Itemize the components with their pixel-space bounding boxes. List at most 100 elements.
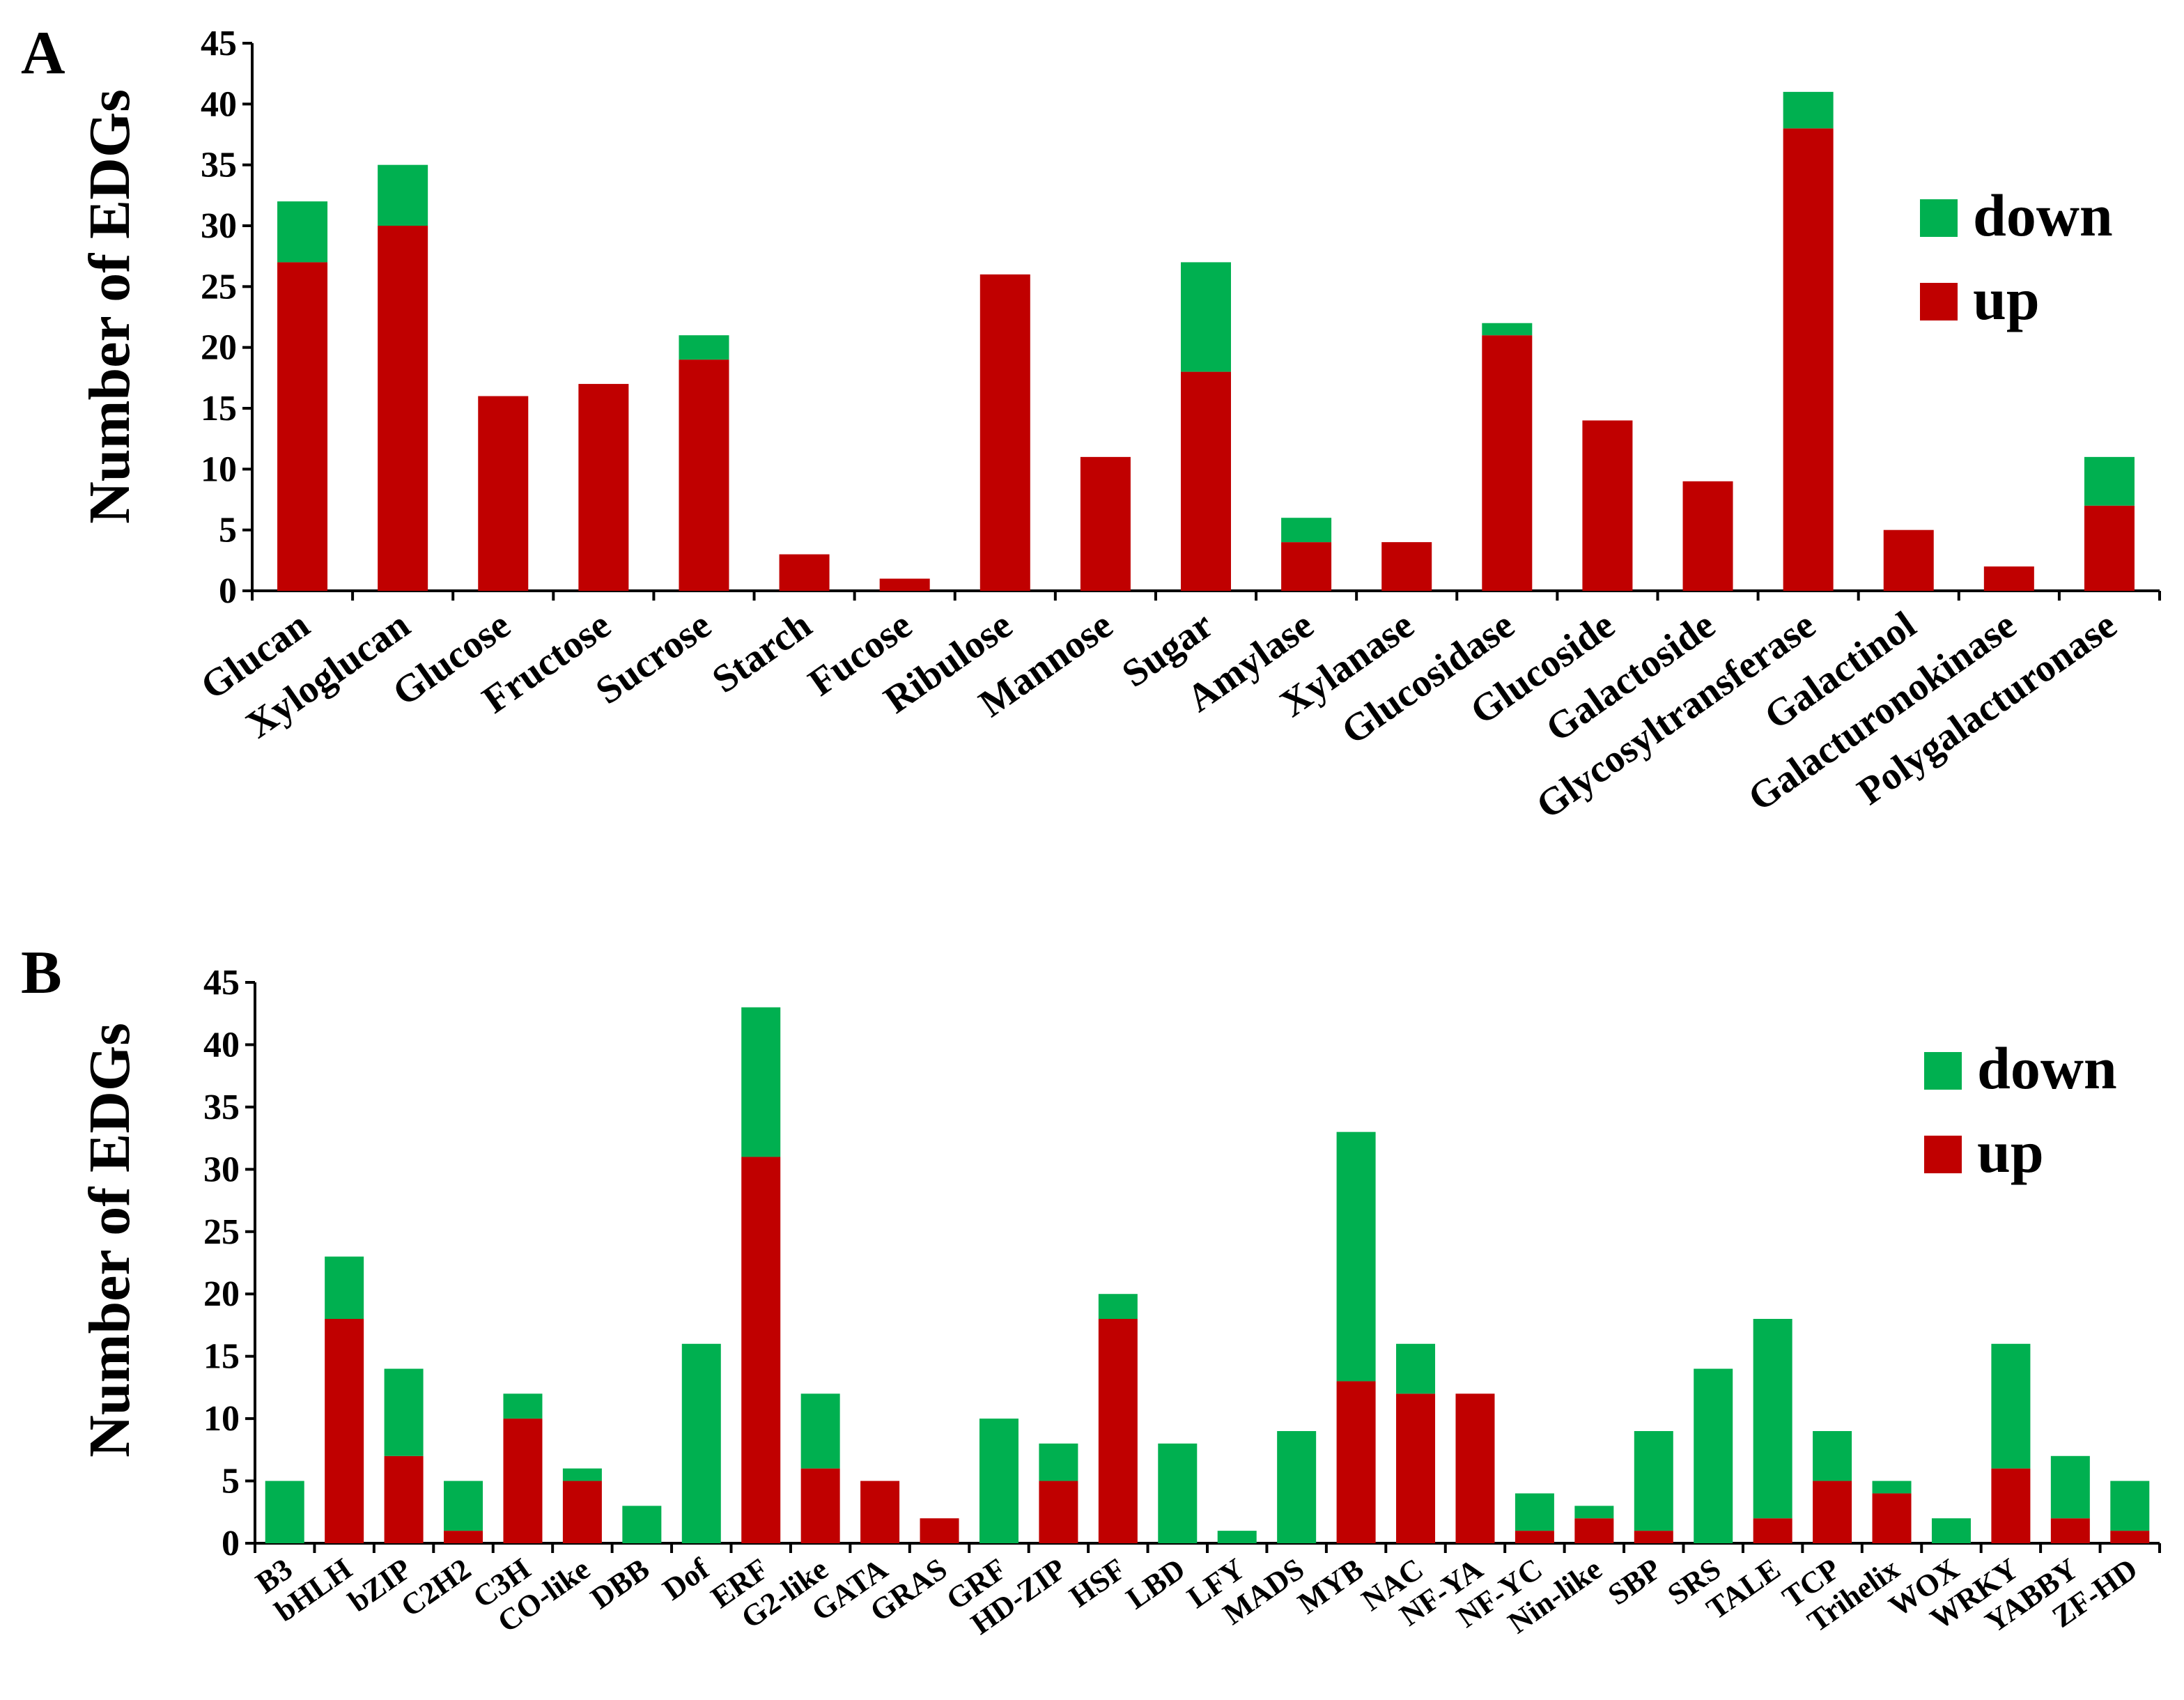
y-tick-label: 35 (203, 1088, 240, 1127)
bar-down-Trihelix (1872, 1481, 1912, 1494)
bar-down-DBB (622, 1506, 662, 1543)
bar-up-Glucose (478, 396, 529, 591)
bar-down-TALE (1753, 1319, 1792, 1519)
y-tick-label: 5 (222, 1462, 240, 1501)
bar-up-Fucose (879, 578, 930, 591)
bar-down-bHLH (325, 1256, 364, 1319)
bar-up-Polygalacturonase (2084, 505, 2135, 591)
y-tick-label: 30 (203, 1150, 240, 1189)
y-tick-label: 10 (203, 1399, 240, 1439)
bar-down-HD-ZIP (1039, 1443, 1078, 1481)
bar-up-HSF (1098, 1319, 1138, 1543)
legend-label-down: down (1977, 1035, 2117, 1102)
bar-up-Glycosyltransferase (1783, 128, 1834, 591)
y-tick-label: 40 (203, 1025, 240, 1065)
panel-letter: B (21, 939, 62, 1007)
y-tick-label: 20 (203, 1274, 240, 1314)
bar-up-SBP (1634, 1531, 1673, 1543)
bar-up-ERF (741, 1157, 781, 1543)
bar-up-G2-like (800, 1468, 840, 1543)
bar-down-Glucan (277, 201, 328, 263)
bar-up-NF-YC (1515, 1531, 1554, 1543)
bar-up-CO-like (562, 1481, 602, 1543)
bar-down-Sucrose (679, 335, 729, 360)
y-tick-label: 20 (201, 328, 237, 368)
y-axis-label: Number of EDGs (77, 1023, 142, 1458)
bar-up-Galacturonokinase (1983, 566, 2034, 591)
bar-up-Fructose (578, 384, 629, 591)
bar-down-ERF (741, 1007, 781, 1157)
y-tick-label: 30 (201, 206, 237, 246)
bar-down-Xyloglucan (378, 164, 428, 226)
bar-down-C3H (503, 1393, 543, 1419)
bar-down-bZIP (384, 1368, 424, 1456)
y-tick-label: 0 (219, 571, 237, 611)
bar-up-bZIP (384, 1455, 424, 1543)
bar-up-C2H2 (444, 1531, 483, 1543)
bar-up-ZF-HD (2110, 1531, 2150, 1543)
bar-down-SRS (1694, 1368, 1733, 1543)
bar-down-YABBY (2050, 1455, 2090, 1519)
y-tick-label: 40 (201, 84, 237, 124)
bar-down-HSF (1098, 1294, 1138, 1319)
bar-up-Galactoside (1682, 481, 1733, 591)
y-axis-label: Number of EDGs (77, 89, 142, 524)
bar-down-WOX (1931, 1518, 1971, 1543)
bar-down-LFY (1217, 1531, 1257, 1543)
y-tick-label: 0 (222, 1524, 240, 1563)
bar-down-Amylase (1281, 518, 1332, 543)
bar-up-Glucoside (1582, 420, 1633, 591)
bar-down-CO-like (562, 1468, 602, 1481)
bar-down-WRKY (1991, 1343, 2031, 1469)
bar-down-Glucosidase (1482, 323, 1533, 336)
legend-label-up: up (1977, 1118, 2044, 1185)
y-tick-label: 25 (201, 267, 237, 307)
bar-up-bHLH (325, 1319, 364, 1543)
bar-up-Amylase (1281, 542, 1332, 591)
bar-up-TCP (1813, 1481, 1852, 1543)
y-tick-label: 5 (219, 511, 237, 550)
bar-up-Glucan (277, 262, 328, 591)
bar-down-ZF-HD (2110, 1481, 2150, 1531)
y-tick-label: 35 (201, 146, 237, 185)
bar-up-Starch (779, 554, 830, 591)
bar-up-MYB (1336, 1381, 1376, 1543)
bar-down-Sugar (1181, 262, 1231, 372)
y-tick-label: 45 (203, 963, 240, 1003)
bar-down-NAC (1396, 1343, 1436, 1394)
bar-down-Dof (681, 1343, 721, 1543)
bar-up-WRKY (1991, 1468, 2031, 1543)
bar-up-Ribulose (979, 274, 1030, 591)
bar-down-SBP (1634, 1431, 1673, 1531)
bar-up-NF-YA (1455, 1393, 1495, 1543)
bar-down-B3 (265, 1481, 304, 1543)
bar-down-C2H2 (444, 1481, 483, 1531)
bar-up-Mannose (1080, 456, 1131, 591)
y-tick-label: 45 (201, 24, 237, 63)
bar-up-GRAS (920, 1518, 959, 1543)
legend-label-down: down (1973, 182, 2113, 249)
bar-down-G2-like (800, 1393, 840, 1469)
bar-up-Glucosidase (1482, 335, 1533, 591)
y-tick-label: 10 (201, 449, 237, 489)
bar-up-HD-ZIP (1039, 1481, 1078, 1543)
panel-letter: A (21, 20, 65, 87)
bar-up-YABBY (2050, 1518, 2090, 1543)
bar-up-NAC (1396, 1393, 1436, 1543)
y-tick-label: 25 (203, 1212, 240, 1252)
bar-up-Trihelix (1872, 1493, 1912, 1543)
bar-up-Galactinol (1883, 530, 1934, 591)
bar-up-C3H (503, 1419, 543, 1543)
bar-up-Sugar (1181, 371, 1231, 591)
bar-down-Polygalacturonase (2084, 456, 2135, 506)
bar-down-GRF (979, 1419, 1019, 1543)
legend-swatch-up (1920, 283, 1958, 320)
bar-up-Sucrose (679, 360, 729, 591)
bar-up-Nin-like (1574, 1518, 1614, 1543)
bar-up-Xylanase (1381, 542, 1432, 591)
bar-up-Xyloglucan (378, 226, 428, 591)
bar-down-NF-YC (1515, 1493, 1554, 1531)
bar-down-LBD (1158, 1443, 1198, 1543)
bar-up-TALE (1753, 1518, 1792, 1543)
